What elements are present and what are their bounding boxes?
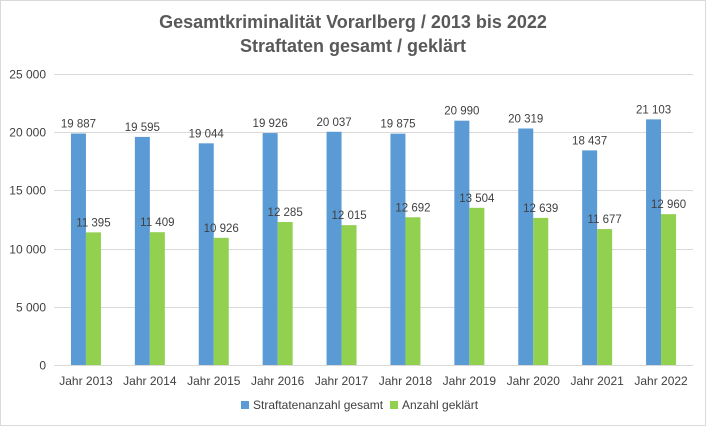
x-tick-label: Jahr 2013 <box>59 374 113 388</box>
y-tick-label: 20 000 <box>9 126 46 140</box>
data-label-series-2: 12 639 <box>523 203 558 215</box>
data-label-series-1: 19 926 <box>253 118 288 130</box>
bar-series-1 <box>518 128 534 365</box>
legend-swatch-series-2 <box>390 401 398 409</box>
bar-series-1 <box>646 119 662 365</box>
bar-series-2 <box>213 237 229 365</box>
bar-series-2 <box>405 217 421 365</box>
bar-series-1 <box>454 120 470 366</box>
bars <box>70 119 677 366</box>
x-tick-label: Jahr 2019 <box>443 374 497 388</box>
bar-series-2 <box>341 225 357 365</box>
x-tick-label: Jahr 2018 <box>379 374 433 388</box>
bar-series-1 <box>70 133 86 365</box>
x-axis-ticks: Jahr 2013 Jahr 2014 Jahr 2015 Jahr 2016 Jahr… <box>59 374 688 388</box>
y-tick-label: 15 000 <box>9 184 46 198</box>
legend-label-series-2: Anzahl geklärt <box>402 398 479 412</box>
data-label-series-1: 19 875 <box>380 119 415 131</box>
bar-series-2 <box>533 217 549 365</box>
data-label-series-1: 20 990 <box>444 106 479 118</box>
bar-series-1 <box>134 136 150 365</box>
y-tick-label: 5 000 <box>16 301 46 315</box>
legend-swatch-series-1 <box>241 401 249 409</box>
x-tick-label: Jahr 2016 <box>251 374 305 388</box>
legend: Straftatenanzahl gesamt Anzahl geklärt <box>241 398 479 412</box>
data-label-series-1: 20 037 <box>316 117 351 129</box>
bar-series-2 <box>149 232 165 365</box>
x-tick-label: Jahr 2015 <box>187 374 241 388</box>
y-tick-label: 25 000 <box>9 68 46 82</box>
data-label-series-2: 11 395 <box>76 217 110 229</box>
legend-label-series-1: Straftatenanzahl gesamt <box>253 398 384 412</box>
data-label-series-1: 21 103 <box>636 104 671 116</box>
bar-series-1 <box>326 131 342 365</box>
y-axis-ticks: 0 5 000 10 000 15 000 20 000 25 000 <box>9 68 46 373</box>
chart-title: Gesamtkriminalität Vorarlberg / 2013 bis… <box>159 12 547 32</box>
bar-series-1 <box>390 133 406 365</box>
bar-series-1 <box>262 133 278 365</box>
x-tick-label: Jahr 2022 <box>634 374 688 388</box>
data-label-series-1: 19 887 <box>61 119 96 131</box>
y-tick-label: 0 <box>39 359 46 373</box>
x-tick-label: Jahr 2014 <box>123 374 177 388</box>
data-label-series-2: 11 677 <box>587 214 621 226</box>
data-labels: 19 887 11 395 19 595 11 409 19 044 10 926 19 9… <box>61 104 686 234</box>
x-tick-label: Jahr 2017 <box>315 374 369 388</box>
y-tick-label: 10 000 <box>9 243 46 257</box>
bar-series-1 <box>198 143 214 365</box>
data-label-series-1: 20 319 <box>508 113 543 125</box>
data-label-series-2: 10 926 <box>204 223 239 235</box>
x-tick-label: Jahr 2020 <box>507 374 561 388</box>
data-label-series-1: 19 595 <box>125 122 160 134</box>
data-label-series-2: 12 960 <box>651 199 686 211</box>
data-label-series-2: 12 285 <box>268 207 303 219</box>
data-label-series-1: 18 437 <box>572 135 607 147</box>
data-label-series-2: 12 015 <box>331 210 366 222</box>
bar-series-2 <box>85 232 101 365</box>
data-label-series-2: 12 692 <box>395 202 430 214</box>
chart-subtitle: Straftaten gesamt / geklärt <box>240 36 466 56</box>
data-label-series-2: 11 409 <box>140 217 174 229</box>
x-tick-label: Jahr 2021 <box>570 374 624 388</box>
bar-series-2 <box>597 229 613 365</box>
bar-series-1 <box>582 150 598 365</box>
data-label-series-1: 19 044 <box>189 128 225 140</box>
bar-series-2 <box>469 207 485 365</box>
bar-series-2 <box>277 222 293 365</box>
data-label-series-2: 13 504 <box>459 193 495 205</box>
bar-series-2 <box>661 214 677 365</box>
